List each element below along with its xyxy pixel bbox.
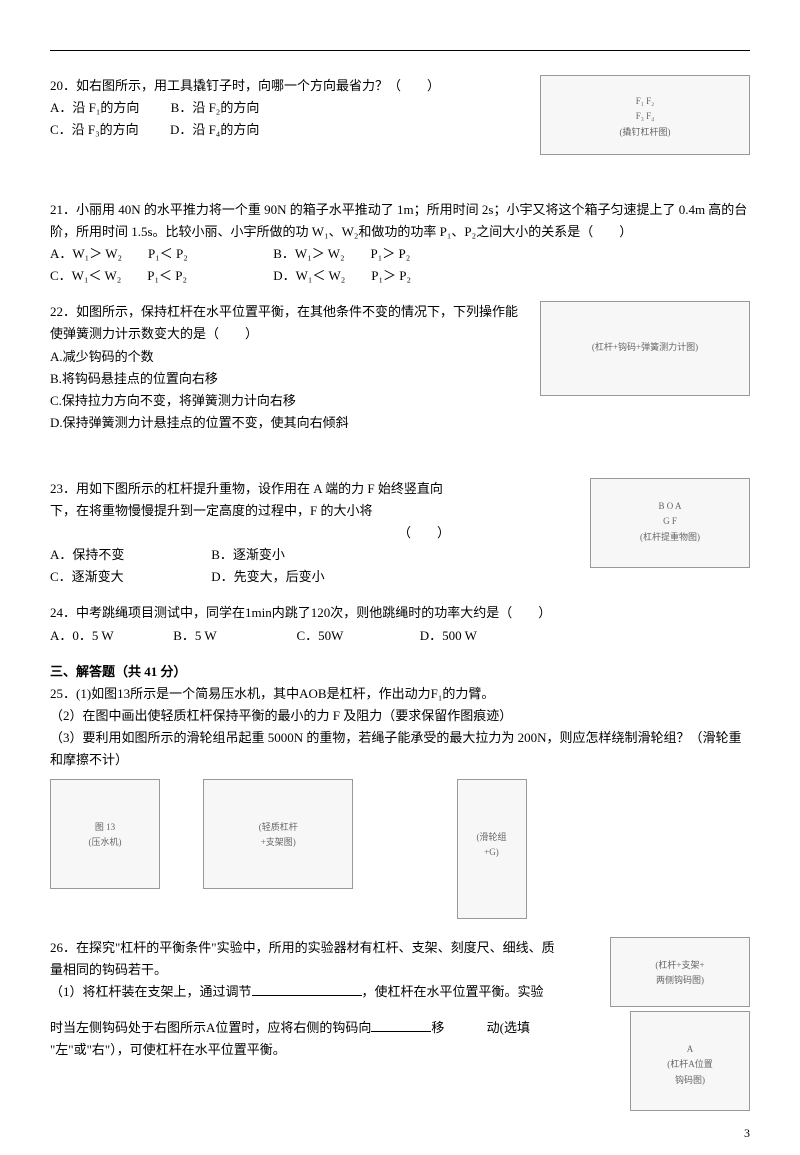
q20-opt-b: B．沿 F₂的方向 [171,97,260,119]
fig-q26-2-position-a: A (杠杆A位置 钩码图) [630,1011,750,1111]
q23-stem: 23．用如下图所示的杠杆提升重物，设作用在 A 端的力 F 始终竖直向下，在将重… [50,481,443,518]
question-25: 25．(1)如图13所示是一个简易压水机，其中AOB是杠杆，作出动力F₁的力臂。… [50,683,750,919]
q26-stem: 26．在探究"杠杆的平衡条件"实验中，所用的实验器材有杠杆、支架、刻度尺、细线、… [50,940,555,977]
question-24: 24．中考跳绳项目测试中，同学在1min内跳了120次，则他跳绳时的功率大约是（… [50,602,750,646]
blank-adjust [252,981,362,996]
q24-opt-b: B．5 W [173,625,293,647]
q23-paren: （ ） [50,522,450,544]
question-23: B O A G F (杠杆提重物图) 23．用如下图所示的杠杆提升重物，设作用在… [50,478,750,588]
q25-diagrams: 图 13 (压水机) (轻质杠杆 +支架图) (滑轮组 +G) [50,779,750,919]
q26-part2c: 动(选填 [487,1017,530,1039]
q25-part3: （3）要利用如图所示的滑轮组吊起重 5000N 的重物，若绳子能承受的最大拉力为… [50,727,750,771]
question-26: (杠杆+支架+ 两侧钩码图) 26．在探究"杠杆的平衡条件"实验中，所用的实验器… [50,937,750,1111]
q23-options-row2: C．逐渐变大 D．先变大，后变小 [50,566,750,588]
q21-opt-a: A．W₁＞ W₂ P₁＜ P₂ [50,243,270,265]
top-rule [50,50,750,51]
q25-part1: 25．(1)如图13所示是一个简易压水机，其中AOB是杠杆，作出动力F₁的力臂。 [50,683,750,705]
q21-stem: 21．小丽用 40N 的水平推力将一个重 90N 的箱子水平推动了 1m；所用时… [50,199,750,243]
q22-opt-d: D.保持弹簧测力计悬挂点的位置不变，使其向右倾斜 [50,412,750,434]
q21-options: A．W₁＞ W₂ P₁＜ P₂ B．W₁＞ W₂ P₁＞ P₂ C．W₁＜ W₂… [50,243,750,287]
q24-options: A．0．5 W B．5 W C．50W D．500 W [50,625,750,647]
fig-q26-1-balance: (杠杆+支架+ 两侧钩码图) [610,937,750,1007]
fig-q22-spring-lever: (杠杆+钩码+弹簧测力计图) [540,301,750,396]
question-22: (杠杆+钩码+弹簧测力计图) 22．如图所示，保持杠杆在水平位置平衡，在其他条件… [50,301,750,434]
q20-opt-c: C．沿 F₃的方向 [50,119,139,141]
q23-opt-b: B．逐渐变小 [211,544,285,566]
q23-opt-d: D．先变大，后变小 [211,566,324,588]
blank-direction [371,1017,431,1032]
fig-q25-3-pulley: (滑轮组 +G) [457,779,527,919]
question-20: F₁ F₂ F₃ F₄ (撬钉杠杆图) 20．如右图所示，用工具撬钉子时，向哪一… [50,75,750,155]
fig-q23-lever-weight: B O A G F (杠杆提重物图) [590,478,750,568]
q23-opt-a: A．保持不变 [50,544,180,566]
q24-opt-c: C．50W [297,625,417,647]
page-number: 3 [744,1123,750,1143]
fig-q20-lever: F₁ F₂ F₃ F₄ (撬钉杠杆图) [540,75,750,155]
q20-opt-d: D．沿 F₄的方向 [170,119,259,141]
q26-part3: "左"或"右"），可使杠杆在水平位置平衡。 [50,1042,286,1057]
q23-opt-c: C．逐渐变大 [50,566,180,588]
q21-opt-c: C．W₁＜ W₂ P₁＜ P₂ [50,265,270,287]
q24-opt-d: D．500 W [420,625,540,647]
q21-opt-d: D．W₁＜ W₂ P₁＞ P₂ [273,265,493,287]
fig-q25-1-pump: 图 13 (压水机) [50,779,160,889]
q20-opt-a: A．沿 F₁的方向 [50,97,139,119]
fig-q25-2-lever: (轻质杠杆 +支架图) [203,779,353,889]
section-3-heading: 三、解答题（共 41 分） [50,661,750,683]
question-21: 21．小丽用 40N 的水平推力将一个重 90N 的箱子水平推动了 1m；所用时… [50,199,750,287]
q26-part1b: ，使杠杆在水平位置平衡。实验 [362,984,544,999]
q26-part1a: （1）将杠杆装在支架上，通过调节 [50,984,252,999]
q26-part2b: 移 [431,1020,444,1035]
q21-opt-b: B．W₁＞ W₂ P₁＞ P₂ [273,243,493,265]
q26-part2a: 时当左侧钩码处于右图所示A位置时，应将右侧的钩码向 [50,1020,371,1035]
q24-opt-a: A．0．5 W [50,625,170,647]
q25-part2: （2）在图中画出使轻质杠杆保持平衡的最小的力 F 及阻力（要求保留作图痕迹） [50,705,750,727]
q24-stem: 24．中考跳绳项目测试中，同学在1min内跳了120次，则他跳绳时的功率大约是（… [50,602,750,624]
